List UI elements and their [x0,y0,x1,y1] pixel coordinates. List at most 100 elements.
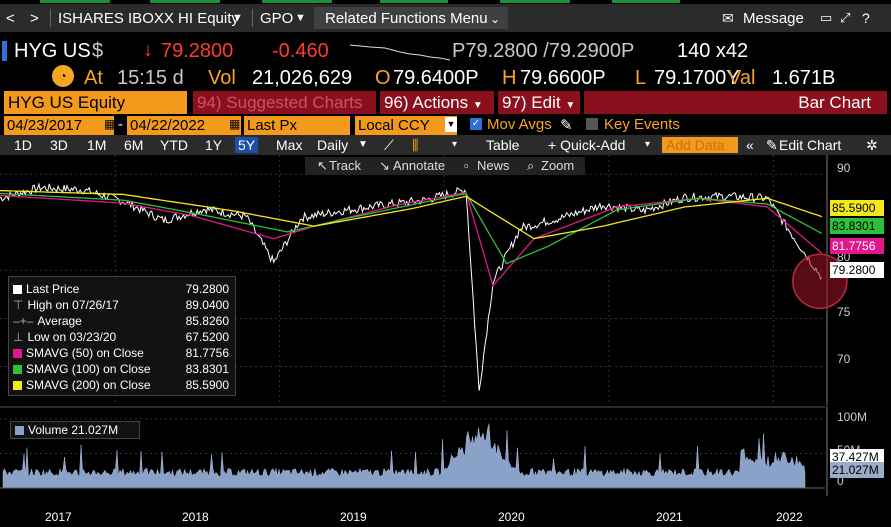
bid-ask-size: 140 x42 [677,40,749,62]
volume-chart[interactable] [0,406,891,496]
field-selector[interactable]: Last Px [244,116,350,135]
legend-value: 83.8301 [185,362,229,376]
volume-legend-label: Volume 21.027M [28,423,119,437]
end-date-field[interactable]: 04/22/2022 [127,116,241,135]
x-tick-2017: 2017 [45,510,72,524]
last-price-value-tag: 79.2800 [830,262,884,278]
at-label: At [84,67,103,89]
period-ytd[interactable]: YTD [160,137,188,153]
message-button[interactable]: Message [743,10,804,27]
dropdown-icon[interactable]: ▼ [295,12,306,24]
legend-average[interactable]: –+– Average 85.8260 [13,313,233,329]
checkbox-unchecked-icon[interactable] [586,118,598,130]
x-tick-2022: 2022 [776,510,803,524]
checkbox-checked-icon[interactable]: ✓ [470,118,482,130]
add-data-field[interactable]: Add Data [662,137,738,153]
legend-sma100[interactable]: SMAVG (100) on Close 83.8301 [13,361,233,377]
chevron-down-icon[interactable]: ⌄ [490,12,501,26]
dropdown-icon[interactable]: ▾ [645,139,651,150]
annotate-icon[interactable]: ↘ [379,158,390,173]
currency-selector[interactable]: Local CCY [355,116,457,135]
edit-menu[interactable]: 97) Edit ▼ [498,91,580,114]
top-green-strip [0,0,891,4]
function-code[interactable]: GPO [260,10,294,27]
legend-value: 79.2800 [185,282,229,296]
frequency-selector[interactable]: Daily [317,137,349,153]
series-line-last-price [0,182,823,391]
legend-value: 89.0400 [185,298,229,312]
x-axis: 2017 2018 2019 2020 2021 2022 [0,496,891,527]
gear-icon[interactable]: ✲ [866,137,878,153]
period-6m[interactable]: 6M [124,137,144,153]
candle-chart-icon[interactable]: ⫼ [412,137,419,153]
dropdown-icon[interactable]: ▼ [445,117,457,132]
envelope-icon[interactable]: ✉ [722,10,734,26]
dropdown-icon[interactable]: ▾ [452,139,458,150]
y-tick-75: 75 [837,305,851,319]
volume-swatch [15,426,24,435]
period-1y[interactable]: 1Y [205,137,223,153]
legend-high[interactable]: ⊤ High on 07/26/17 89.0400 [13,297,233,313]
edit-chart-button[interactable]: Edit Chart [779,137,842,153]
speedometer-icon[interactable]: ◔ [52,65,74,87]
legend-sma200[interactable]: SMAVG (200) on Close 85.5900 [13,377,233,393]
zoom-tool[interactable]: Zoom [541,158,575,173]
price-change: -0.460 [272,40,329,62]
security-title[interactable]: ISHARES IBOXX HI Equity [58,10,239,27]
double-chevron-left-icon[interactable]: « [746,137,754,153]
low-label: L [635,67,647,89]
key-events-label[interactable]: Key Events [604,116,680,133]
high-value: 79.6600P [520,67,606,89]
volume-legend[interactable]: Volume 21.027M [10,421,140,439]
legend-label: Low on 03/23/20 [27,330,117,344]
legend-sma50[interactable]: SMAVG (50) on Close 81.7756 [13,345,233,361]
actions-label: 96) Actions [384,93,469,112]
chevron-right-icon[interactable]: > [30,10,39,27]
pencil-icon[interactable]: ✎ [560,117,573,134]
sma200-value-tag: 85.5900 [830,200,884,216]
calendar-icon[interactable]: ▦ [104,117,116,131]
legend-low[interactable]: ⊥ Low on 03/23/20 67.5200 [13,329,233,345]
line-chart-icon[interactable]: ⟋ [384,137,394,153]
dropdown-icon[interactable]: ▼ [232,12,243,24]
series-line-sma50 [0,191,823,288]
start-date-field[interactable]: 04/23/2017 [4,116,114,135]
mov-avgs-label[interactable]: Mov Avgs [487,116,552,133]
track-tool[interactable]: Track [329,158,362,173]
minimize-icon[interactable]: ▭ [820,10,833,25]
y-tick-70: 70 [837,352,851,366]
period-5y-selected[interactable]: 5Y [235,137,259,153]
sparkline-icon [350,44,450,61]
news-icon[interactable]: ▫ [464,158,469,173]
annotate-tool[interactable]: Annotate [393,158,446,173]
help-icon[interactable]: ? [862,10,870,26]
period-3d[interactable]: 3D [50,137,68,153]
zoom-icon[interactable]: ⌕ [527,158,535,173]
legend-swatch [13,285,22,294]
sma50-value-tag: 81.7756 [830,238,884,254]
chevron-left-icon[interactable]: < [6,10,15,27]
quick-add-button[interactable]: + Quick-Add [548,137,626,153]
dropdown-icon[interactable]: ▼ [358,139,368,150]
related-functions-menu[interactable]: Related Functions Menu [325,10,488,27]
legend-last-price[interactable]: Last Price 79.2800 [13,281,233,297]
maximize-icon[interactable]: ⤢ [840,10,851,25]
news-tool[interactable]: News [477,158,510,173]
high-label: H [502,67,517,89]
calendar-icon[interactable]: ▦ [229,117,241,131]
period-1m[interactable]: 1M [87,137,107,153]
ticker[interactable]: HYG US [14,40,91,62]
period-1d[interactable]: 1D [14,137,32,153]
bar-chart-title: Bar Chart [584,91,887,114]
quote-header: HYG US $ ↓ 79.2800 -0.460 P79.2800 /79.2… [0,32,891,90]
period-max[interactable]: Max [276,137,303,153]
pencil-icon[interactable]: ✎ [766,137,778,153]
cursor-icon[interactable]: ↖ [317,158,328,173]
table-button[interactable]: Table [486,137,520,153]
last-price: 79.2800 [161,40,234,62]
average-marker-icon: –+– [13,314,34,328]
suggested-charts-button[interactable]: 94) Suggested Charts [193,91,376,114]
security-field[interactable]: HYG US Equity [4,91,187,114]
chart-subtools: ↖ Track ↘ Annotate ▫ News ⌕ Zoom [305,157,585,175]
actions-menu[interactable]: 96) Actions ▼ [380,91,494,114]
